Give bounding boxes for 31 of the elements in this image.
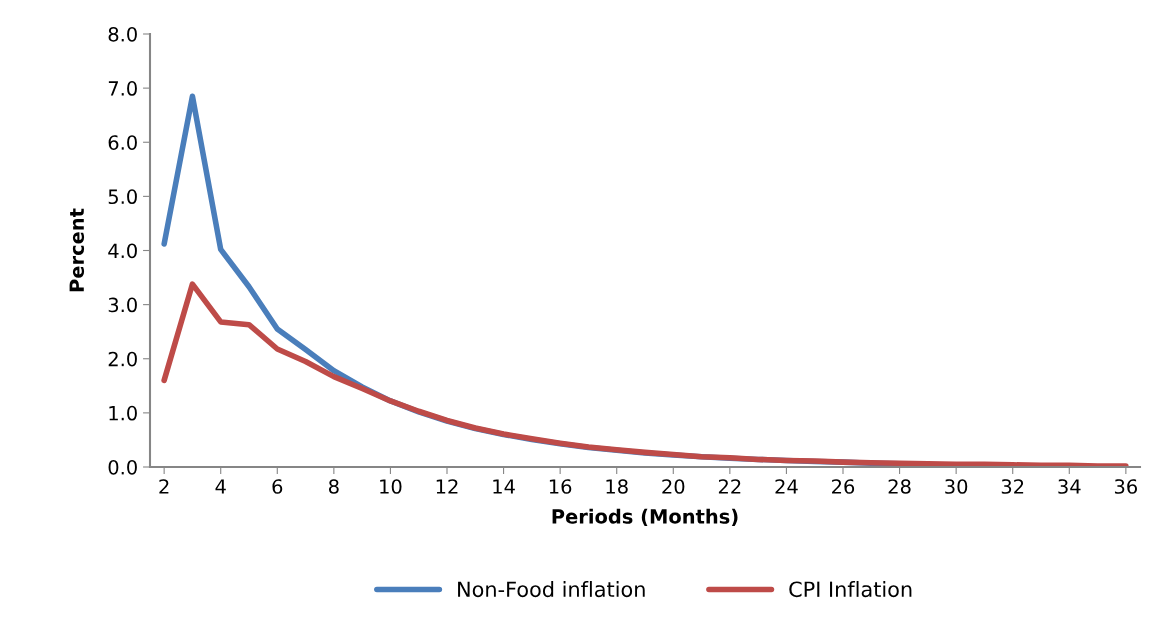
x-tick-label: 14 <box>493 479 515 494</box>
x-tick-label: 8 <box>328 479 339 494</box>
x-tick-label: 24 <box>775 479 798 494</box>
y-tick-label: 4.0 <box>108 243 137 259</box>
x-tick-label: 6 <box>272 479 283 494</box>
x-tick-label: 2 <box>159 479 169 494</box>
x-tick-label: 22 <box>718 479 741 494</box>
y-tick-label: 1.0 <box>109 405 137 421</box>
x-axis-title: Periods (Months) <box>552 508 738 527</box>
x-tick-label: 10 <box>380 479 402 494</box>
legend-label: Non-Food inflation <box>458 581 645 598</box>
y-tick-label: 0.0 <box>108 459 137 475</box>
x-tick-label: 12 <box>436 479 458 494</box>
x-tick-label: 28 <box>888 479 911 494</box>
x-tick-label: 30 <box>945 479 968 494</box>
x-tick-label: 20 <box>662 479 685 494</box>
y-tick-label: 2.0 <box>108 351 137 367</box>
x-tick-label: 32 <box>1001 479 1024 494</box>
x-tick-label: 36 <box>1114 479 1137 494</box>
x-tick-label: 4 <box>215 479 226 494</box>
y-tick-label: 8.0 <box>108 26 137 42</box>
x-tick-label: 16 <box>549 479 572 494</box>
y-tick-label: 7.0 <box>108 81 137 96</box>
y-tick-label: 5.0 <box>108 189 137 205</box>
y-axis-title: Percent <box>69 208 85 292</box>
y-tick-label: 3.0 <box>108 297 137 313</box>
legend-label: CPI Inflation <box>789 581 912 598</box>
y-tick-label: 6.0 <box>108 135 137 150</box>
x-tick-label: 18 <box>606 479 628 494</box>
x-tick-label: 34 <box>1058 479 1081 494</box>
x-tick-label: 26 <box>832 479 855 494</box>
